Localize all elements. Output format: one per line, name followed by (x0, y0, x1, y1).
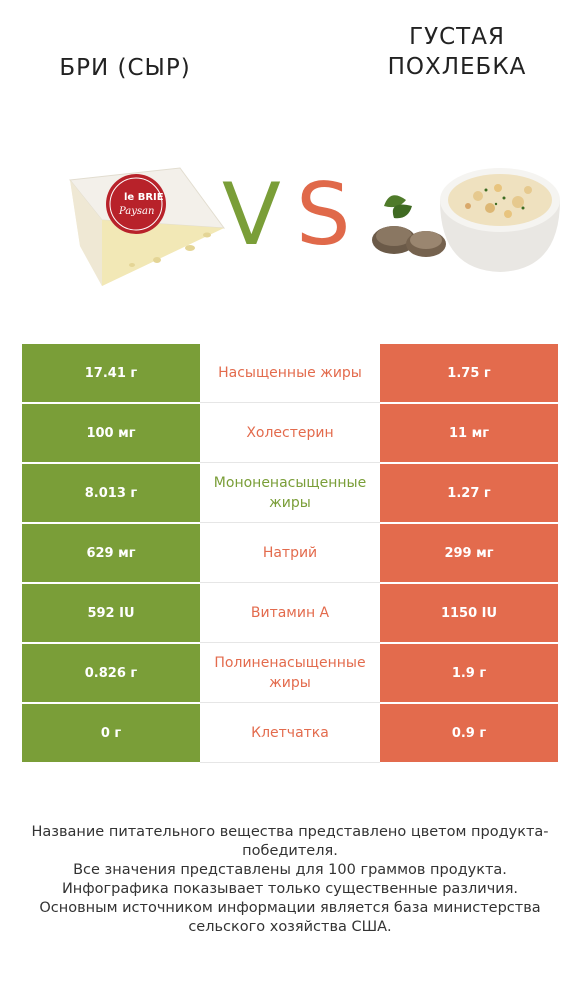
vs-letter-v: V (222, 165, 281, 265)
row-divider-mid (200, 702, 380, 703)
left-value: 0 г (22, 704, 200, 762)
table-row: 100 мг Холестерин 11 мг (22, 404, 558, 464)
left-value: 8.013 г (22, 464, 200, 522)
chowder-soup-image (368, 160, 564, 285)
right-value: 1150 IU (380, 584, 558, 642)
right-product-title: ГУСТАЯ ПОХЛЕБКА (387, 24, 527, 80)
footer-line: Основным источником информации является … (39, 900, 541, 935)
table-row: 0.826 г Полиненасыщенные жиры 1.9 г (22, 644, 558, 704)
right-value: 0.9 г (380, 704, 558, 762)
brie-cheese-image: le BRIE Paysan (62, 160, 232, 290)
footer-line: Все значения представлены для 100 граммо… (73, 862, 507, 878)
nutrient-name: Натрий (262, 545, 318, 561)
nutrient-comparison-table: 17.41 г Насыщенные жиры 1.75 г 100 мг Хо… (22, 344, 558, 764)
table-row: 17.41 г Насыщенные жиры 1.75 г (22, 344, 558, 404)
vs-letter-s: S (296, 165, 351, 265)
right-value: 1.75 г (380, 344, 558, 402)
row-divider (22, 522, 558, 524)
left-value: 0.826 г (22, 644, 200, 702)
footer-notes: Название питательного вещества представл… (20, 823, 560, 937)
row-divider (22, 462, 558, 464)
nutrient-name: Витамин A (250, 605, 330, 621)
nutrient-name: Клетчатка (251, 725, 329, 741)
nutrient-name: Полиненасыщенные жиры (214, 655, 366, 691)
left-product-title: БРИ (СЫР) (59, 55, 191, 81)
row-divider (22, 582, 558, 584)
left-value: 592 IU (22, 584, 200, 642)
left-value: 629 мг (22, 524, 200, 582)
cheese-label-text-1: le BRIE (124, 192, 164, 203)
nutrient-name: Мононенасыщенные жиры (213, 475, 367, 511)
row-divider (22, 642, 558, 644)
row-divider-mid (200, 642, 380, 643)
row-divider-mid (200, 522, 380, 523)
table-row: 592 IU Витамин A 1150 IU (22, 584, 558, 644)
right-value: 11 мг (380, 404, 558, 462)
cheese-label-text-2: Paysan (118, 206, 154, 217)
table-row: 0 г Клетчатка 0.9 г (22, 704, 558, 764)
row-divider-mid (200, 582, 380, 583)
row-divider-mid (200, 762, 380, 763)
footer-line: Инфографика показывает только существенн… (61, 881, 519, 897)
left-value: 17.41 г (22, 344, 200, 402)
table-row: 629 мг Натрий 299 мг (22, 524, 558, 584)
row-divider-mid (200, 462, 380, 463)
row-divider-mid (200, 402, 380, 403)
nutrient-name: Холестерин (246, 425, 334, 441)
nutrient-name: Насыщенные жиры (218, 365, 362, 381)
table-row: 8.013 г Мононенасыщенные жиры 1.27 г (22, 464, 558, 524)
left-value: 100 мг (22, 404, 200, 462)
footer-line: Название питательного вещества представл… (31, 824, 549, 859)
row-divider (22, 702, 558, 704)
row-divider (22, 402, 558, 404)
right-value: 1.27 г (380, 464, 558, 522)
right-value: 299 мг (380, 524, 558, 582)
right-value: 1.9 г (380, 644, 558, 702)
